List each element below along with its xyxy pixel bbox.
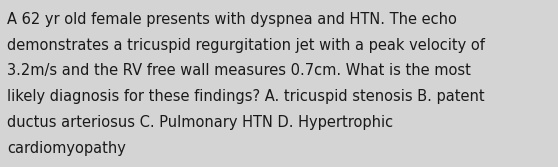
Text: A 62 yr old female presents with dyspnea and HTN. The echo: A 62 yr old female presents with dyspnea… (7, 12, 457, 27)
Text: cardiomyopathy: cardiomyopathy (7, 141, 126, 156)
Text: ductus arteriosus C. Pulmonary HTN D. Hypertrophic: ductus arteriosus C. Pulmonary HTN D. Hy… (7, 115, 393, 130)
Text: demonstrates a tricuspid regurgitation jet with a peak velocity of: demonstrates a tricuspid regurgitation j… (7, 38, 485, 53)
Text: 3.2m/s and the RV free wall measures 0.7cm. What is the most: 3.2m/s and the RV free wall measures 0.7… (7, 63, 471, 78)
Text: likely diagnosis for these findings? A. tricuspid stenosis B. patent: likely diagnosis for these findings? A. … (7, 89, 485, 104)
